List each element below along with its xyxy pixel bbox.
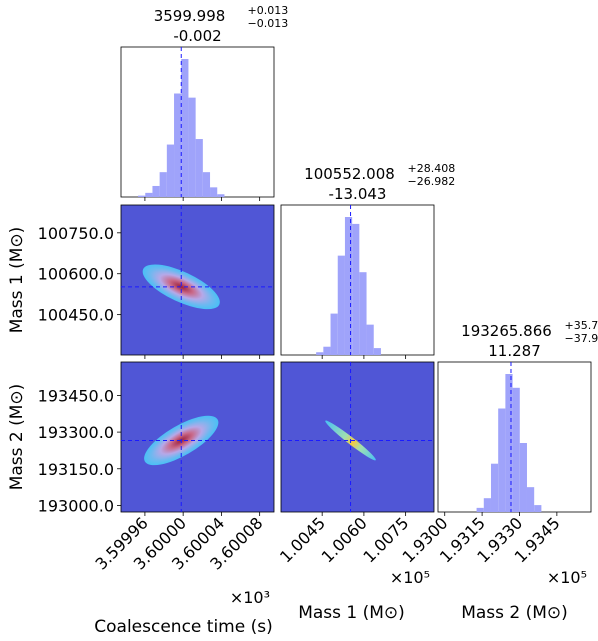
hist-bar [217,194,225,197]
title-minus-m1: −26.982 [408,175,456,188]
hist-bar [534,505,542,512]
hist-bar [490,463,499,512]
x-axis-label-m1: Mass 1 (M⊙) [298,603,405,623]
title-plus-m2: +35.705 [565,319,598,332]
x-axis-label-t: Coalescence time (s) [94,617,272,637]
hist-bar [195,139,203,197]
y-tick-label: 193450.0 [38,386,114,405]
y-tick-label: 100750.0 [38,224,114,243]
hist-bar [498,408,506,512]
title-minus-m2: −37.968 [565,332,598,345]
offset-label-t: ×10³ [230,588,270,607]
offset-label-m2: ×10⁵ [547,568,587,587]
hist-bar [138,195,146,197]
hist-bar [359,272,367,355]
hist-bar [166,144,175,197]
hist-bar [476,507,484,512]
hist-bar [519,443,527,512]
title-plus-m1: +28.408 [408,162,456,175]
title-bias-m1: -13.043 [329,185,387,203]
hist-bar [366,324,374,355]
density-contour [142,264,220,310]
hist-bar [512,387,520,512]
hist-bar [210,187,218,197]
param-title-m2: 193265.866 [461,322,552,340]
x-tick-label: 1.0045 [276,513,329,566]
title-plus-t: +0.013 [248,4,289,17]
y-tick-label: 193000.0 [38,496,114,515]
title-bias-t: -0.002 [173,27,221,45]
hist-bar [202,172,211,197]
hist-bar [483,498,491,512]
hist-bar [526,487,535,512]
hist-bar [181,59,189,197]
density-panel-m2-m1 [280,361,435,513]
hist-bar [159,172,167,197]
param-title-m1: 100552.008 [304,165,395,183]
title-bias-m2: 11.287 [488,342,541,360]
param-title-t: 3599.998 [154,7,226,25]
y-tick-label: 100600.0 [38,265,114,284]
hist-bar [152,185,160,197]
y-tick-label: 193300.0 [38,423,114,442]
y-axis-label-m2: Mass 2 (M⊙) [7,384,27,491]
hist-bar [145,192,153,197]
hist-bar [505,374,513,512]
offset-label-m1: ×10⁵ [390,568,430,587]
y-tick-label: 100450.0 [38,306,114,325]
y-tick-label: 193150.0 [38,460,114,479]
x-tick-label: 1.0060 [318,513,371,566]
hist-bar [352,223,360,355]
hist-bar [316,352,324,355]
hist-bar [330,313,338,355]
hist-bar [344,217,353,355]
hist-bar [174,93,182,197]
hist-bar [373,348,381,355]
x-axis-label-m2: Mass 2 (M⊙) [461,603,568,623]
hist-bar [337,255,345,355]
hist-bar [323,346,331,355]
title-minus-t: −0.013 [248,17,289,30]
hist-bar [188,97,196,197]
y-axis-label-m1: Mass 1 (M⊙) [7,227,27,334]
